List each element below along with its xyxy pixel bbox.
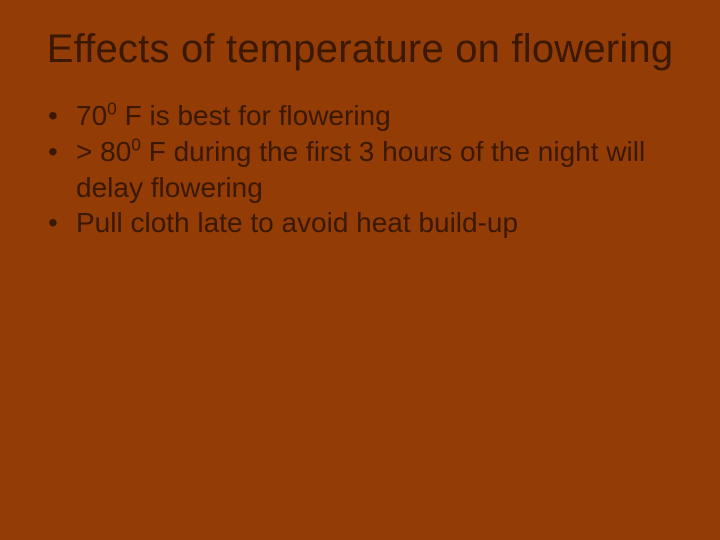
slide: Effects of temperature on flowering 700 … [0,0,720,540]
bullet-post: F is best for flowering [117,100,391,131]
bullet-sup: 0 [131,135,141,155]
list-item: Pull cloth late to avoid heat build-up [48,205,678,241]
bullet-post: F during the first 3 hours of the night … [76,136,645,203]
bullet-list: 700 F is best for flowering > 800 F duri… [42,98,678,241]
bullet-sup: 0 [107,99,117,119]
list-item: > 800 F during the first 3 hours of the … [48,134,678,206]
list-item: 700 F is best for flowering [48,98,678,134]
bullet-pre: Pull cloth late to avoid heat build-up [76,207,518,238]
bullet-pre: 70 [76,100,107,131]
slide-title: Effects of temperature on flowering [42,26,678,72]
bullet-pre: > 80 [76,136,131,167]
